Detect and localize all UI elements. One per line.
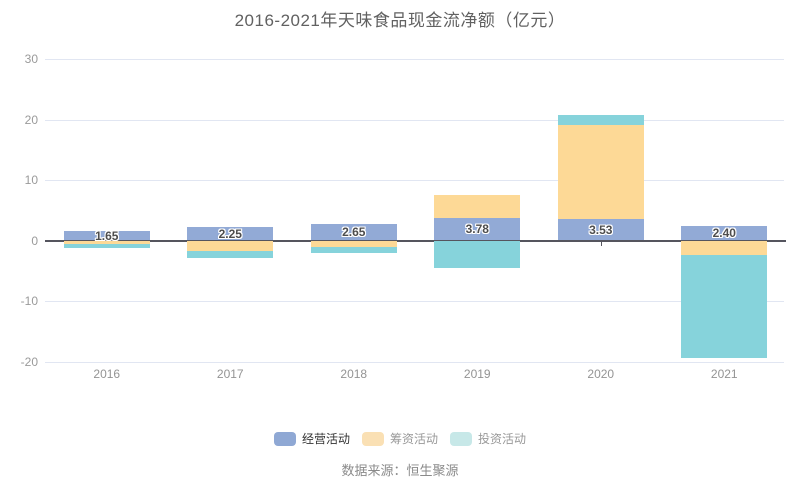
bar-segment-投资活动-2019[interactable] xyxy=(434,240,521,269)
bar-segment-投资活动-2016[interactable] xyxy=(63,243,150,248)
bar-segment-经营活动-2020[interactable] xyxy=(557,219,644,241)
bar-segment-筹资活动-2016[interactable] xyxy=(63,240,150,244)
bar-segment-经营活动-2021[interactable] xyxy=(681,225,768,241)
bar-segment-筹资活动-2021[interactable] xyxy=(681,240,768,255)
y-axis-tick-label: 30 xyxy=(24,52,38,66)
y-axis-tick-label: 20 xyxy=(24,112,38,127)
bar-segment-筹资活动-2018[interactable] xyxy=(310,240,397,248)
legend: 经营活动 筹资活动 投资活动 xyxy=(0,430,800,447)
x-axis-category-label: 2018 xyxy=(340,367,368,381)
x-axis-category-label: 2021 xyxy=(710,367,738,381)
bar-segment-经营活动-2016[interactable] xyxy=(63,230,150,241)
x-axis-category-label: 2017 xyxy=(216,367,244,381)
bar-segment-筹资活动-2017[interactable] xyxy=(187,240,274,251)
legend-item-投资活动[interactable]: 投资活动 xyxy=(450,430,526,447)
legend-item-筹资活动[interactable]: 筹资活动 xyxy=(361,430,438,447)
data-source-note: 数据来源：恒生聚源 xyxy=(341,463,459,478)
y-axis-tick-label: -20 xyxy=(20,354,38,369)
gridline xyxy=(45,301,784,302)
bar-segment-经营活动-2018[interactable] xyxy=(310,224,397,241)
x-axis-tick xyxy=(600,240,602,246)
legend-label: 经营活动 xyxy=(301,432,350,446)
x-axis-category-label: 2016 xyxy=(93,367,121,381)
y-axis-tick-label: 0 xyxy=(31,233,38,248)
legend-swatch-icon xyxy=(273,431,296,446)
bar-segment-投资活动-2021[interactable] xyxy=(681,254,768,359)
gridline xyxy=(45,361,784,363)
legend-label: 筹资活动 xyxy=(389,432,438,446)
chart-title: 2016-2021年天味食品现金流净额（亿元） xyxy=(234,11,566,30)
bar-segment-投资活动-2020[interactable] xyxy=(557,115,644,125)
bar-segment-投资活动-2018[interactable] xyxy=(310,247,397,253)
legend-swatch-icon xyxy=(361,431,384,446)
y-axis-tick-label: -10 xyxy=(20,294,38,308)
x-axis-category-label: 2019 xyxy=(463,367,491,381)
legend-label: 投资活动 xyxy=(478,432,527,446)
gridline xyxy=(45,180,784,181)
legend-swatch-icon xyxy=(450,431,472,446)
bar-segment-筹资活动-2020[interactable] xyxy=(557,124,644,220)
x-axis-category-label: 2020 xyxy=(587,367,615,381)
x-axis-line xyxy=(45,239,786,242)
legend-item-经营活动[interactable]: 经营活动 xyxy=(273,430,350,447)
bar-segment-经营活动-2019[interactable] xyxy=(434,217,521,241)
bar-segment-投资活动-2017[interactable] xyxy=(187,250,274,259)
gridline xyxy=(45,119,784,121)
bar-segment-经营活动-2017[interactable] xyxy=(187,226,274,241)
gridline xyxy=(45,59,784,60)
y-axis-tick-label: 10 xyxy=(24,173,38,187)
bar-segment-筹资活动-2019[interactable] xyxy=(434,195,521,218)
